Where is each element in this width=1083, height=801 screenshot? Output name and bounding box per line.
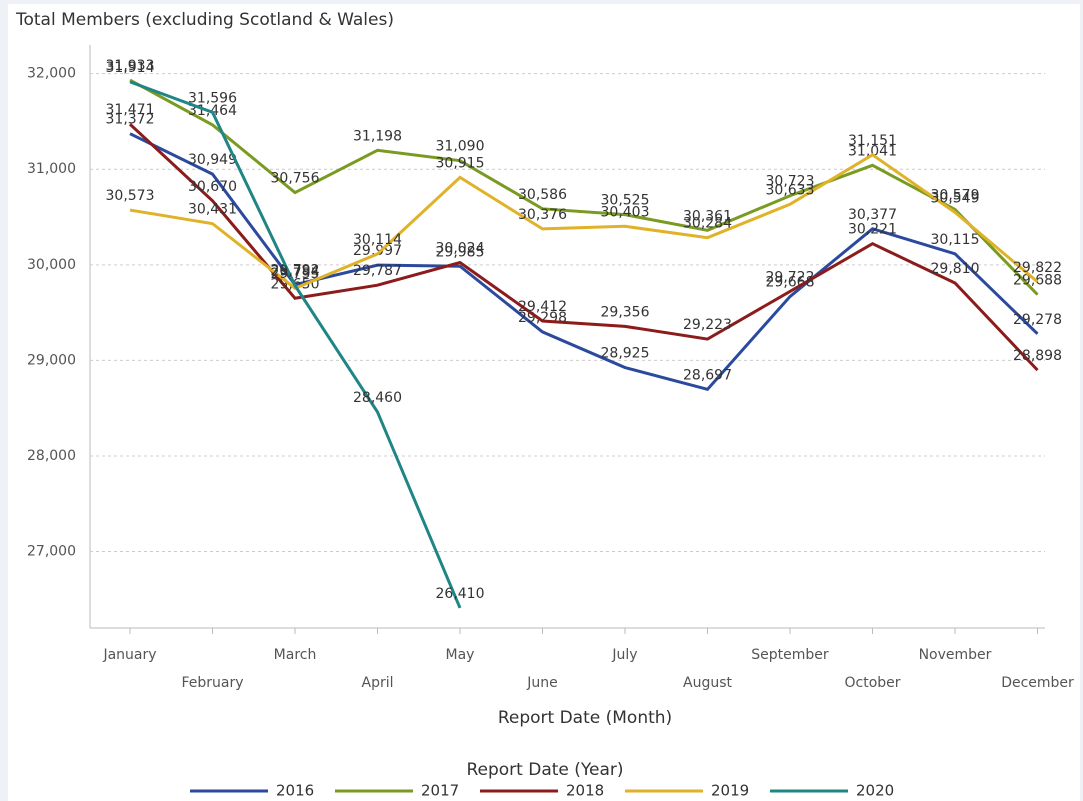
legend-label: 2017 (421, 782, 459, 800)
x-tick-label: June (526, 675, 558, 691)
x-tick-label: July (611, 647, 637, 663)
data-label: 30,361 (683, 208, 732, 224)
y-tick-label: 28,000 (27, 448, 76, 464)
data-label: 28,925 (601, 346, 650, 362)
y-tick-label: 27,000 (27, 544, 76, 560)
series-line (128, 123, 1039, 372)
legend-label: 2016 (276, 782, 314, 800)
series-line (129, 153, 1039, 290)
data-label: 30,403 (601, 204, 650, 220)
x-tick-label: May (446, 647, 475, 663)
data-label: 29,787 (353, 263, 402, 279)
data-label: 30,633 (766, 182, 815, 198)
data-label: 30,221 (848, 222, 897, 238)
x-tick-label: October (844, 675, 900, 691)
data-label: 30,756 (271, 171, 320, 187)
data-label: 29,722 (766, 269, 815, 285)
x-axis-label: Report Date (Month) (498, 708, 672, 728)
data-label: 29,755 (271, 266, 320, 282)
data-label: 29,412 (518, 299, 567, 315)
data-label: 29,784 (271, 263, 320, 279)
data-label: 29,278 (1013, 312, 1062, 328)
data-label: 31,198 (353, 128, 402, 144)
data-label: 30,284 (683, 216, 732, 232)
data-label: 30,573 (106, 188, 155, 204)
data-label: 30,377 (848, 207, 897, 223)
data-label: 30,549 (931, 190, 980, 206)
x-tick-label: April (362, 675, 394, 691)
legend-label: 2018 (566, 782, 604, 800)
data-label: 29,792 (271, 263, 320, 279)
chart-title: Total Members (excluding Scotland & Wale… (15, 10, 394, 30)
data-label: 31,151 (848, 133, 897, 149)
series-line (129, 132, 1039, 392)
data-label: 30,376 (518, 207, 567, 223)
legend-label: 2020 (856, 782, 894, 800)
data-label: 30,525 (601, 193, 650, 209)
data-label: 29,356 (601, 304, 650, 320)
legend-label: 2019 (711, 782, 749, 800)
series-line (129, 80, 462, 609)
data-label: 31,596 (188, 90, 237, 106)
data-label: 29,822 (1013, 260, 1062, 276)
data-label: 28,460 (353, 390, 402, 406)
series-line (129, 78, 1039, 296)
data-label: 30,723 (766, 174, 815, 190)
data-label: 28,697 (683, 367, 732, 383)
x-tick-label: January (102, 647, 156, 663)
x-tick-label: February (181, 675, 243, 691)
legend-title: Report Date (Year) (466, 760, 623, 780)
data-label: 29,985 (436, 244, 485, 260)
data-label: 30,431 (188, 202, 237, 218)
data-label: 31,041 (848, 143, 897, 159)
data-label: 31,471 (106, 102, 155, 118)
x-tick-label: September (751, 647, 829, 663)
data-label: 29,668 (766, 275, 815, 291)
data-label: 30,670 (188, 179, 237, 195)
data-label: 31,090 (436, 139, 485, 155)
data-label: 30,949 (188, 152, 237, 168)
data-label: 31,914 (106, 60, 155, 76)
x-tick-label: March (274, 647, 317, 663)
data-label: 31,372 (106, 112, 155, 128)
data-label: 26,410 (436, 586, 485, 602)
data-label: 30,114 (353, 232, 402, 248)
data-label: 30,024 (436, 241, 485, 257)
y-tick-label: 32,000 (27, 66, 76, 82)
data-label: 28,898 (1013, 348, 1062, 364)
data-label: 29,997 (353, 243, 402, 259)
data-label: 31,933 (106, 58, 155, 74)
x-tick-label: November (919, 647, 992, 663)
data-label: 29,223 (683, 317, 732, 333)
data-label: 30,579 (931, 187, 980, 203)
data-label: 30,915 (436, 155, 485, 171)
x-tick-label: August (683, 675, 733, 691)
y-tick-label: 31,000 (27, 161, 76, 177)
x-tick-label: December (1001, 675, 1074, 691)
y-tick-label: 30,000 (27, 257, 76, 273)
panel (8, 4, 1080, 801)
y-tick-label: 29,000 (27, 352, 76, 368)
data-label: 30,115 (931, 232, 980, 248)
data-label: 30,586 (518, 187, 567, 203)
data-label: 29,810 (931, 261, 980, 277)
